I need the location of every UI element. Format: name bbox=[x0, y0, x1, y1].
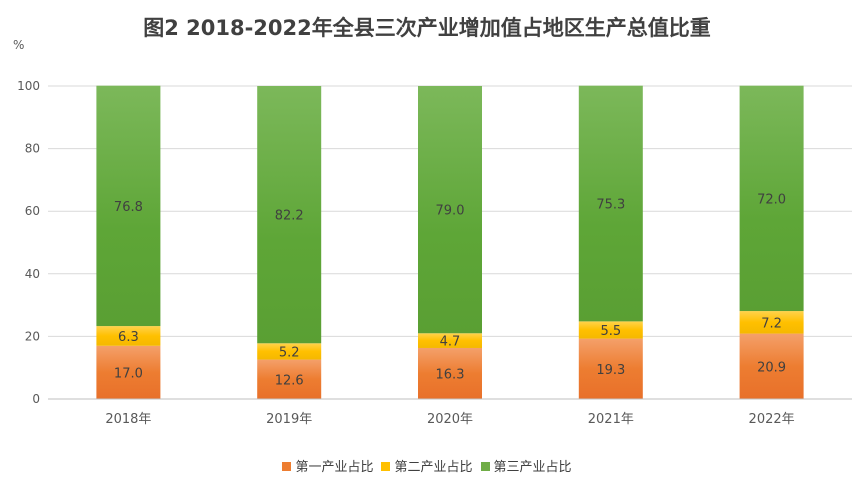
bar-segment bbox=[578, 321, 643, 339]
data-label: 16.3 bbox=[436, 367, 465, 382]
x-tick-label: 2021年 bbox=[588, 412, 634, 427]
y-tick-label: 100 bbox=[17, 79, 40, 93]
bar-segment bbox=[739, 85, 804, 312]
data-label: 72.0 bbox=[757, 192, 786, 207]
data-label: 7.2 bbox=[761, 316, 782, 331]
bar-segment bbox=[257, 343, 322, 360]
y-axis-unit: % bbox=[13, 38, 25, 52]
bar-segment bbox=[96, 85, 161, 327]
data-label: 20.9 bbox=[757, 360, 786, 375]
data-label: 6.3 bbox=[118, 330, 139, 345]
bar-segment bbox=[739, 311, 804, 334]
data-label: 4.7 bbox=[440, 335, 461, 350]
x-tick-label: 2020年 bbox=[427, 412, 473, 427]
legend-label: 第二产业占比 bbox=[394, 460, 473, 475]
data-label: 75.3 bbox=[596, 198, 625, 213]
bar-segment bbox=[257, 86, 322, 344]
y-tick-label: 80 bbox=[25, 142, 40, 156]
legend-swatch bbox=[480, 462, 490, 471]
bar-segment bbox=[96, 326, 161, 346]
legend-item: 第一产业占比 bbox=[282, 456, 373, 475]
data-label: 5.2 bbox=[279, 345, 300, 360]
bar-segment bbox=[96, 345, 161, 399]
legend-swatch bbox=[282, 462, 292, 471]
data-label: 79.0 bbox=[436, 204, 465, 219]
bar-segment bbox=[257, 359, 322, 399]
stacked-bar-chart: 17.0 6.3 76.8 12.6 5.2 82.2 16.3 4.7 79.0 19.3 5.5… bbox=[17, 79, 852, 427]
x-tick-label: 2019年 bbox=[266, 412, 312, 427]
legend-label: 第三产业占比 bbox=[493, 460, 572, 475]
legend-label: 第一产业占比 bbox=[295, 460, 374, 475]
legend-item: 第二产业占比 bbox=[381, 456, 473, 475]
bar-segment bbox=[418, 347, 482, 399]
chart-title: 图2 2018-2022年全县三次产业增加值占地区生产总值比重 bbox=[143, 16, 711, 40]
data-label: 17.0 bbox=[114, 366, 143, 381]
data-label: 76.8 bbox=[114, 200, 143, 215]
bar-segment bbox=[739, 333, 804, 399]
y-tick-label: 20 bbox=[25, 329, 40, 343]
data-label: 19.3 bbox=[596, 363, 625, 378]
data-label: 12.6 bbox=[275, 373, 304, 388]
bar-segment bbox=[418, 86, 482, 334]
y-tick-label: 40 bbox=[25, 267, 40, 281]
y-tick-label: 60 bbox=[25, 204, 40, 218]
bar-segment bbox=[578, 338, 643, 399]
x-tick-label: 2018年 bbox=[105, 412, 151, 427]
bar-segment bbox=[418, 333, 482, 348]
data-label: 82.2 bbox=[275, 209, 304, 224]
y-tick-label: 0 bbox=[32, 392, 40, 406]
legend: 第一产业占比 第二产业占比 第三产业占比 bbox=[0, 456, 854, 475]
legend-item: 第三产业占比 bbox=[480, 456, 572, 475]
x-tick-label: 2022年 bbox=[749, 412, 795, 427]
data-label: 5.5 bbox=[600, 324, 621, 339]
bar-segment bbox=[578, 85, 643, 322]
legend-swatch bbox=[381, 462, 391, 471]
